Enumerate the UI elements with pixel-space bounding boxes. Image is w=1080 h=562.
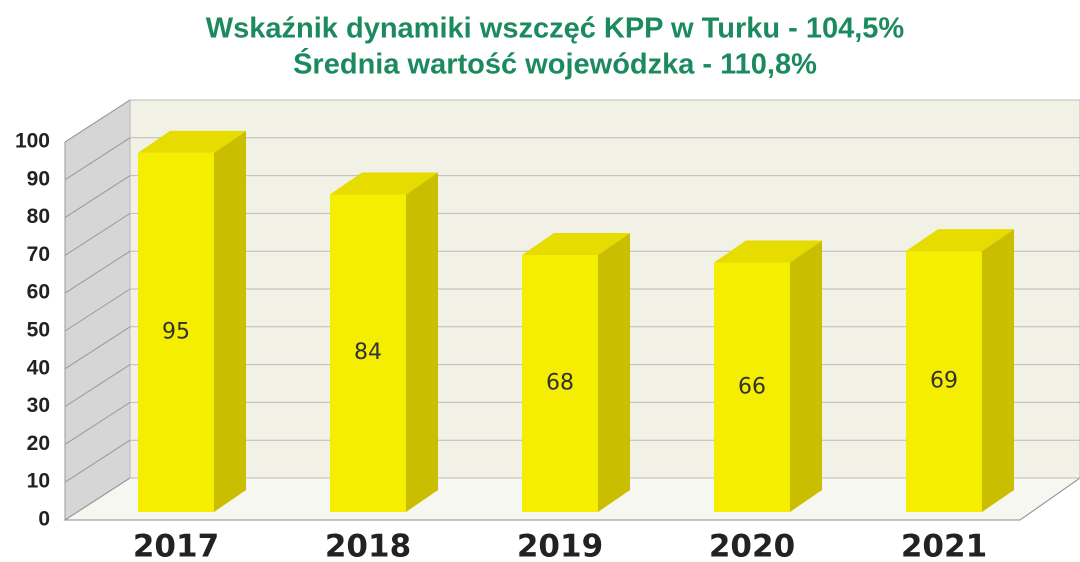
value-label: 69 <box>930 369 958 394</box>
bar-top <box>714 240 822 263</box>
bar-top <box>522 232 630 255</box>
x-tick-label: 2020 <box>709 529 795 562</box>
bar-front <box>330 194 406 513</box>
bar-side <box>790 240 822 512</box>
bar-front <box>522 254 598 512</box>
grid-line <box>64 288 131 332</box>
grid-line <box>64 401 131 445</box>
grid-line <box>64 250 131 294</box>
grid-line <box>64 175 131 219</box>
y-tick-label: 70 <box>27 243 50 266</box>
value-label: 95 <box>162 319 190 344</box>
grid-line <box>64 439 131 483</box>
value-label: 66 <box>738 374 766 399</box>
bar <box>330 172 438 513</box>
grid-line <box>64 326 131 370</box>
y-tick-label: 20 <box>27 432 50 455</box>
y-tick-label: 50 <box>27 319 50 342</box>
y-tick-label: 100 <box>15 130 50 153</box>
bar-top <box>330 172 438 195</box>
y-tick-label: 0 <box>38 508 50 531</box>
chart-title: Wskaźnik dynamiki wszczęć KPP w Turku - … <box>206 13 905 45</box>
grid-line <box>64 477 131 521</box>
bar <box>138 130 246 512</box>
x-tick-label: 2021 <box>901 529 987 562</box>
bar-side <box>406 172 438 513</box>
value-label: 68 <box>546 370 574 395</box>
x-tick-label: 2018 <box>325 529 411 562</box>
bar-top <box>906 229 1014 252</box>
bar-side <box>982 229 1014 512</box>
bar-side <box>598 232 630 512</box>
y-tick-label: 40 <box>27 356 50 379</box>
grid-line <box>64 99 131 143</box>
bar <box>714 240 822 512</box>
bar-front <box>138 152 214 512</box>
grid-line <box>64 364 131 408</box>
bar <box>522 232 630 512</box>
grid-line <box>64 212 131 256</box>
y-tick-label: 90 <box>27 167 50 190</box>
y-tick-label: 80 <box>27 205 50 228</box>
value-label: 84 <box>354 340 382 365</box>
chart-subtitle: Średnia wartość wojewódzka - 110,8% <box>293 47 817 81</box>
x-tick-label: 2019 <box>517 529 603 562</box>
x-tick-label: 2017 <box>133 529 219 562</box>
y-tick-label: 60 <box>27 281 50 304</box>
bar-front <box>906 251 982 512</box>
grid-line <box>64 137 131 181</box>
y-tick-label: 10 <box>27 470 50 493</box>
y-tick-label: 30 <box>27 394 50 417</box>
bar-top <box>138 130 246 153</box>
bar <box>906 229 1014 512</box>
bar-front <box>714 262 790 512</box>
bar-side <box>214 130 246 512</box>
